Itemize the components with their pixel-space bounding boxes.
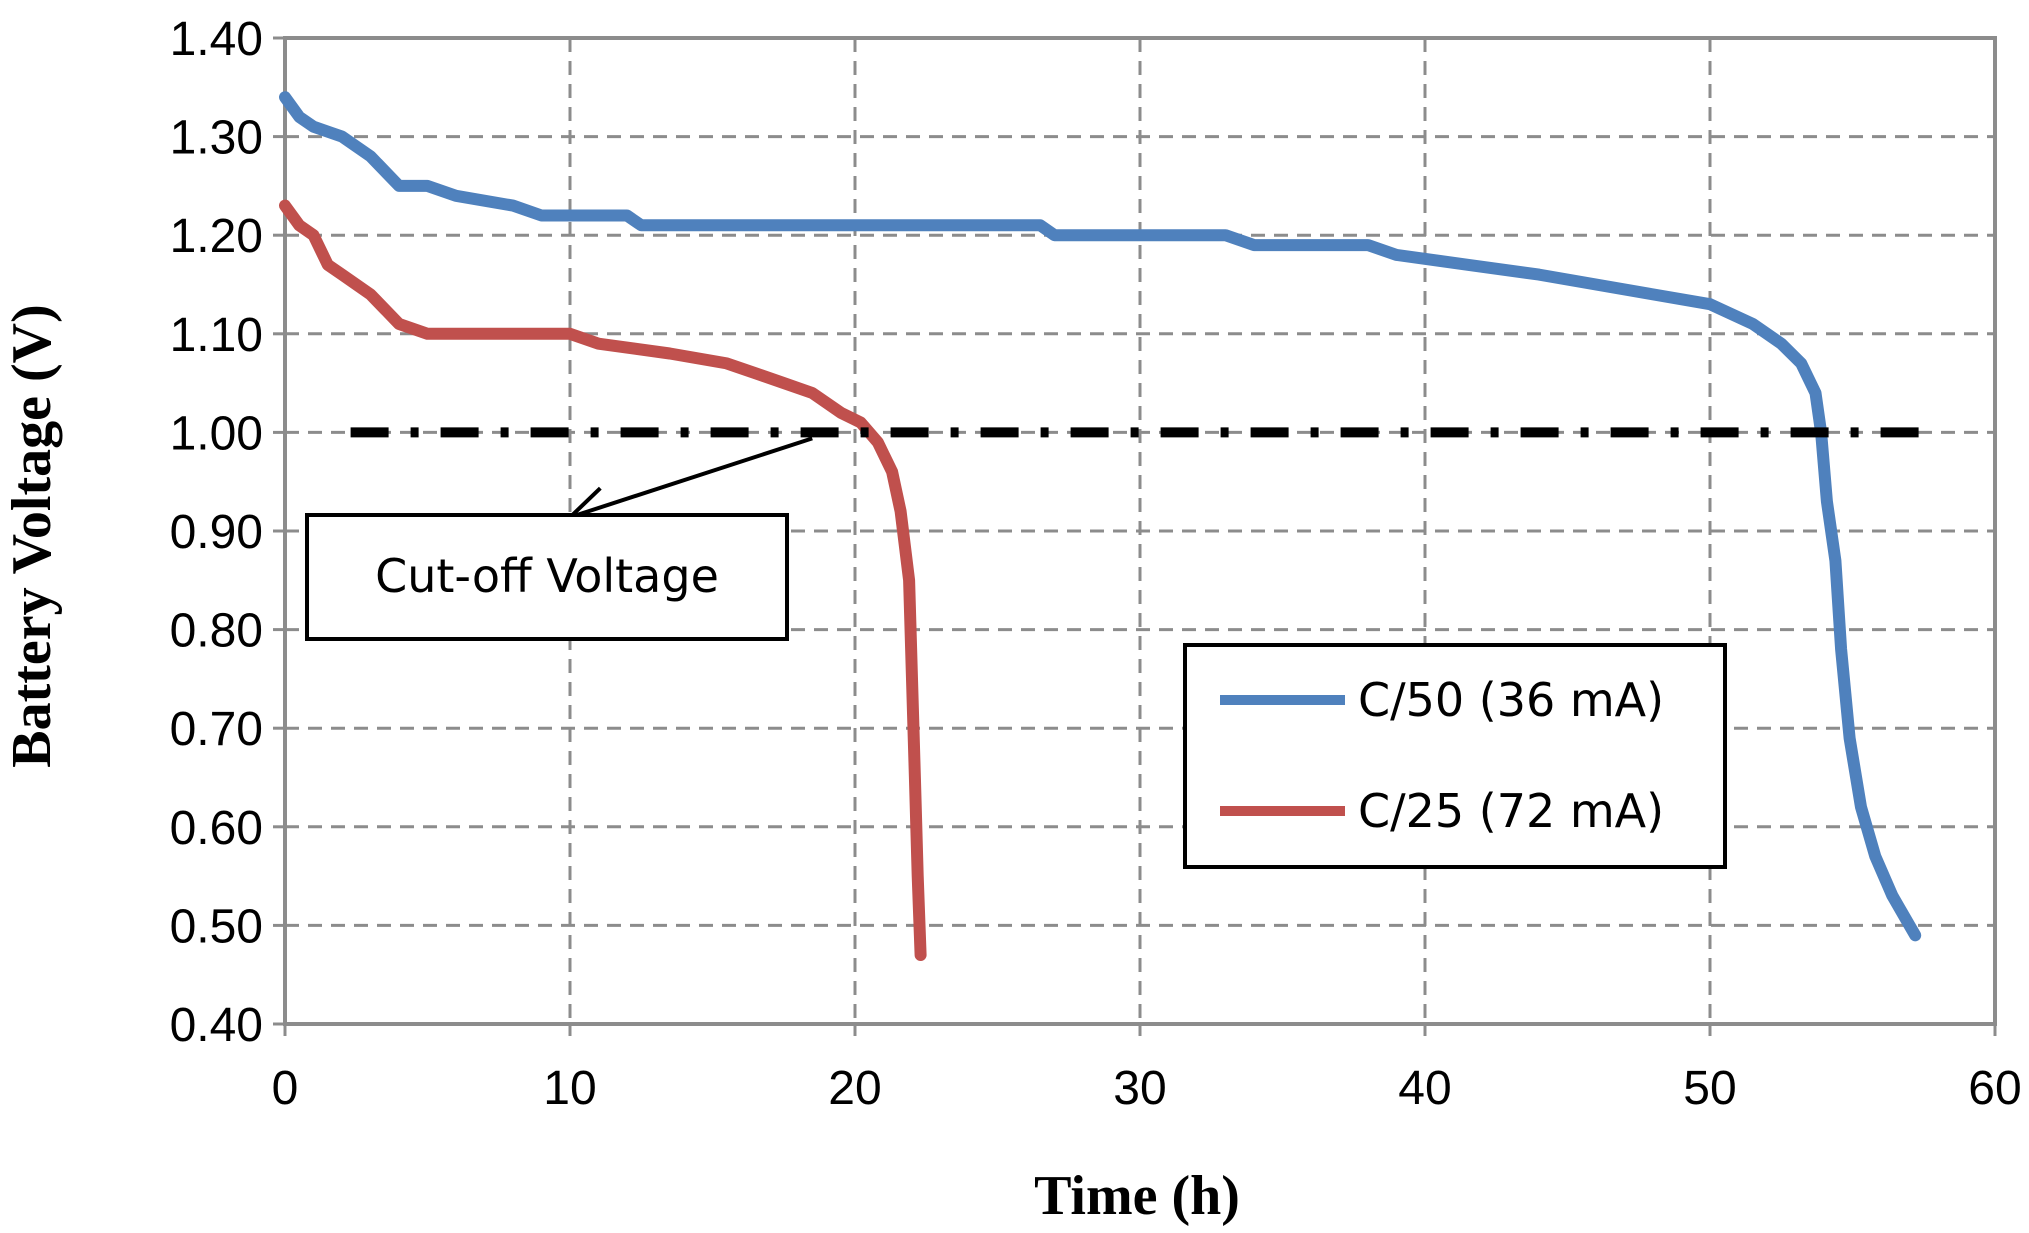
- y-tick-label: 1.20: [170, 210, 263, 263]
- x-tick-label: 50: [1683, 1062, 1736, 1115]
- x-tick-label: 60: [1968, 1062, 2021, 1115]
- x-tick-label: 0: [272, 1062, 299, 1115]
- y-tick-label: 0.70: [170, 703, 263, 756]
- y-tick-label: 0.80: [170, 605, 263, 658]
- cutoff-annotation-arrow: [569, 436, 813, 520]
- x-tick-label: 20: [828, 1062, 881, 1115]
- y-axis-title: Battery Voltage (V): [1, 304, 63, 767]
- y-tick-label: 0.90: [170, 506, 263, 559]
- legend-label-c50: C/50 (36 mA): [1358, 673, 1664, 727]
- y-tick-label: 1.40: [170, 13, 263, 66]
- y-tick-label: 1.30: [170, 112, 263, 165]
- y-tick-label: 1.00: [170, 407, 263, 460]
- legend-label-c25: C/25 (72 mA): [1358, 784, 1664, 838]
- series-lines: [279, 91, 1924, 961]
- series-c25-line: [279, 199, 927, 961]
- tick-labels: 0.40 0.50 0.60 0.70 0.80 0.90 1.00 1.10 1.20 1.30…: [170, 13, 2022, 1115]
- cutoff-annotation-label: Cut-off Voltage: [375, 549, 719, 603]
- x-tick-label: 10: [543, 1062, 596, 1115]
- x-axis-title: Time (h): [1034, 1165, 1240, 1227]
- y-tick-label: 0.50: [170, 900, 263, 953]
- y-tick-label: 0.40: [170, 999, 263, 1052]
- x-tick-label: 40: [1398, 1062, 1451, 1115]
- cutoff-annotation-box: [305, 513, 789, 641]
- series-c50-line: [279, 91, 1922, 942]
- y-tick-label: 0.60: [170, 802, 263, 855]
- y-tick-label: 1.10: [170, 309, 263, 362]
- x-tick-label: 30: [1113, 1062, 1166, 1115]
- legend-box: [1183, 643, 1727, 869]
